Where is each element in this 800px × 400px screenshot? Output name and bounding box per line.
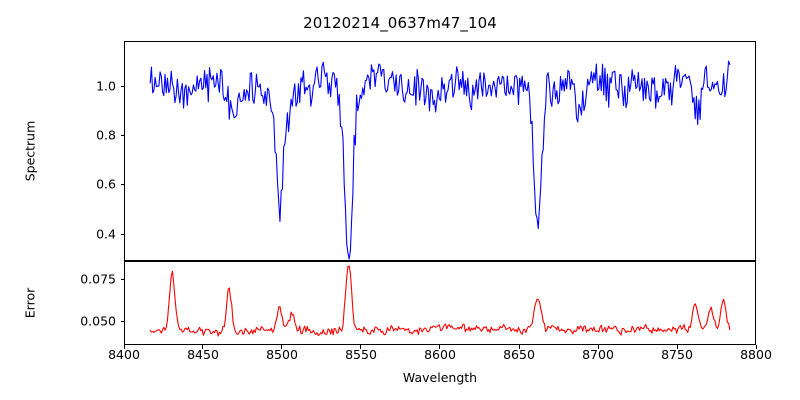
wavelength-xtick-mark [676, 345, 678, 349]
error-ytick-mark [120, 278, 124, 280]
spectrum-ytick-label: 0.8 [96, 127, 116, 143]
wavelength-xtick-mark [281, 345, 283, 349]
spectrum-ytick-mark [120, 233, 124, 235]
wavelength-xtick-mark [360, 345, 362, 349]
error-ytick-label: 0.075 [80, 271, 116, 287]
wavelength-xtick-label: 8450 [187, 347, 219, 362]
wavelength-xtick-mark [755, 345, 757, 349]
wavelength-xtick-label: 8700 [582, 347, 614, 362]
spectrum-series-svg [149, 60, 731, 260]
wavelength-xtick-label: 8500 [266, 347, 298, 362]
spectrum-ytick-label: 0.6 [96, 176, 116, 192]
spectrum-ytick-mark [120, 184, 124, 186]
spectrum-ytick-label: 1.0 [96, 78, 116, 93]
wavelength-xtick-label: 8400 [108, 347, 140, 362]
wavelength-xtick-label: 8800 [740, 347, 772, 362]
wavelength-xtick-mark [597, 345, 599, 349]
wavelength-xtick-mark [123, 345, 125, 349]
error-ytick-label: 0.050 [80, 313, 116, 329]
wavelength-xtick-mark [439, 345, 441, 349]
error-trace [149, 265, 731, 337]
page-title: 20120214_0637m47_104 [303, 14, 497, 32]
wavelength-axis-label: Wavelength [402, 370, 478, 385]
spectrum-ytick-label: 0.4 [96, 226, 116, 242]
wavelength-xtick-label: 8650 [503, 347, 535, 362]
error-ytick-mark [120, 320, 124, 322]
wavelength-xtick-mark [518, 345, 520, 349]
error-plot-panel [124, 261, 756, 345]
wavelength-xtick-mark [202, 345, 204, 349]
spectrum-trace [149, 60, 731, 260]
spectrum-plot-panel [124, 41, 756, 261]
wavelength-xtick-label: 8750 [661, 347, 693, 362]
wavelength-xtick-label: 8600 [424, 347, 456, 362]
error-series-svg [149, 265, 731, 337]
wavelength-xtick-label: 8550 [345, 347, 377, 362]
spectrum-ytick-mark [120, 85, 124, 87]
spectrum-ytick-mark [120, 134, 124, 136]
